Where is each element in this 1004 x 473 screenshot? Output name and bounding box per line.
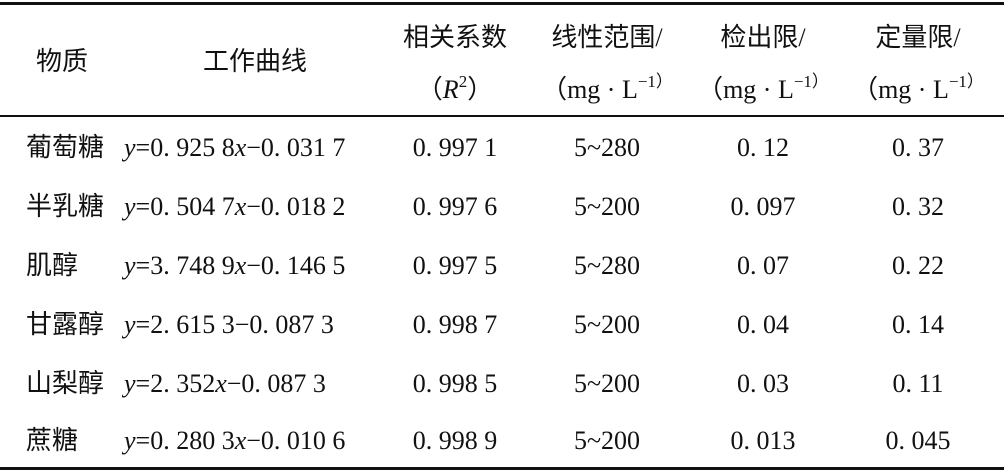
table-cell: 0. 045 (885, 426, 951, 455)
superscript: −1 (637, 72, 656, 91)
table-cell: 5~200 (573, 369, 641, 398)
formula: y=2. 352x−0. 087 3 (124, 371, 326, 397)
formula-part: x (234, 133, 247, 162)
table-cell: 0. 997 5 (412, 251, 498, 280)
table-cell: 5~280 (573, 251, 641, 280)
table-cell: 蔗糖 (26, 426, 79, 455)
table-cell: 5~200 (573, 310, 641, 339)
formula-part: x (234, 251, 247, 280)
formula-part: x (215, 369, 227, 398)
formula-part: −0. 087 3 (226, 369, 326, 398)
superscript: 2 (458, 72, 468, 91)
table-cell: 0. 11 (892, 369, 944, 398)
formula: y=0. 504 7x−0. 018 2 (124, 194, 345, 220)
table-cell: 0. 03 (737, 369, 789, 398)
formula: y=3. 748 9x−0. 146 5 (124, 253, 345, 279)
table-cell: 0. 997 6 (412, 192, 498, 221)
formula-part: =2. 615 3−0. 087 3 (135, 310, 334, 339)
table-cell: 0. 013 (730, 426, 796, 455)
superscript: ） (966, 72, 984, 91)
formula-part: y (124, 369, 136, 398)
table-cell: 0. 37 (892, 133, 944, 162)
formula-part: y (124, 426, 136, 455)
formula-part: x (234, 426, 247, 455)
superscript: −1 (793, 72, 812, 91)
table-cell: 半乳糖 (26, 192, 105, 221)
header-cell: 定量限/ (875, 25, 960, 51)
table-cell: 0. 997 1 (412, 133, 498, 162)
formula-part: =0. 925 8 (135, 133, 235, 162)
header-text: （mg · L (852, 75, 949, 104)
table-cell: 0. 32 (892, 192, 944, 221)
header-text: 检出限/ (720, 23, 806, 52)
table-cell: 0. 04 (737, 310, 789, 339)
formula-part: −0. 018 2 (246, 192, 346, 221)
table-cell: 0. 22 (892, 251, 944, 280)
formula-part: =3. 748 9 (135, 251, 235, 280)
formula-part: −0. 146 5 (246, 251, 346, 280)
header-cell: 工作曲线 (203, 49, 307, 75)
header-cell: 物质 (36, 49, 88, 75)
table-cell: 甘露醇 (26, 310, 105, 339)
header-text: 工作曲线 (202, 47, 308, 76)
formula-part: y (124, 310, 136, 339)
table-cell: 肌醇 (26, 251, 79, 280)
table-cell: 0. 998 7 (412, 310, 498, 339)
header-text: （ (416, 75, 443, 104)
header-cell: （R2） (417, 73, 493, 103)
formula-part: =0. 280 3 (135, 426, 235, 455)
formula-part: y (124, 133, 136, 162)
header-text: （mg · L (541, 75, 638, 104)
header-text: 线性范围/ (551, 23, 663, 52)
table-cell: 5~200 (573, 426, 641, 455)
formula-part: y (124, 251, 136, 280)
table-cell: 0. 998 5 (412, 369, 498, 398)
header-cell: 相关系数 (403, 25, 507, 51)
header-text: R (442, 75, 459, 104)
formula: y=2. 615 3−0. 087 3 (124, 312, 334, 338)
header-cell: （mg · L−1） (852, 73, 984, 103)
formula: y=0. 280 3x−0. 010 6 (124, 428, 345, 454)
formula-part: x (234, 192, 247, 221)
formula-part: −0. 031 7 (246, 133, 346, 162)
bottom-rule (0, 467, 1004, 470)
table-cell: 5~280 (573, 133, 641, 162)
superscript: ） (655, 72, 673, 91)
formula-part: −0. 010 6 (246, 426, 346, 455)
top-rule (0, 2, 1004, 5)
formula-part: =0. 504 7 (135, 192, 235, 221)
header-cell: （mg · L−1） (697, 73, 829, 103)
table-cell: 0. 998 9 (412, 426, 498, 455)
header-text: 物质 (35, 47, 89, 76)
header-rule (0, 115, 1004, 117)
header-text: 相关系数 (402, 23, 508, 52)
table-cell: 山梨醇 (26, 369, 105, 398)
header-cell: 线性范围/ (551, 25, 662, 51)
header-cell: （mg · L−1） (541, 73, 673, 103)
formula-part: y (124, 192, 136, 221)
table-cell: 0. 07 (737, 251, 789, 280)
header-cell: 检出限/ (720, 25, 805, 51)
header-text: ） (467, 75, 494, 104)
header-text: （mg · L (697, 75, 794, 104)
table-cell: 0. 12 (737, 133, 789, 162)
formula-part: =2. 352 (135, 369, 216, 398)
table-cell: 葡萄糖 (26, 133, 105, 162)
formula: y=0. 925 8x−0. 031 7 (124, 135, 345, 161)
table-cell: 5~200 (573, 192, 641, 221)
header-text: 定量限/ (875, 23, 961, 52)
superscript: ） (811, 72, 829, 91)
table-cell: 0. 14 (892, 310, 944, 339)
superscript: −1 (948, 72, 967, 91)
table-cell: 0. 097 (730, 192, 796, 221)
